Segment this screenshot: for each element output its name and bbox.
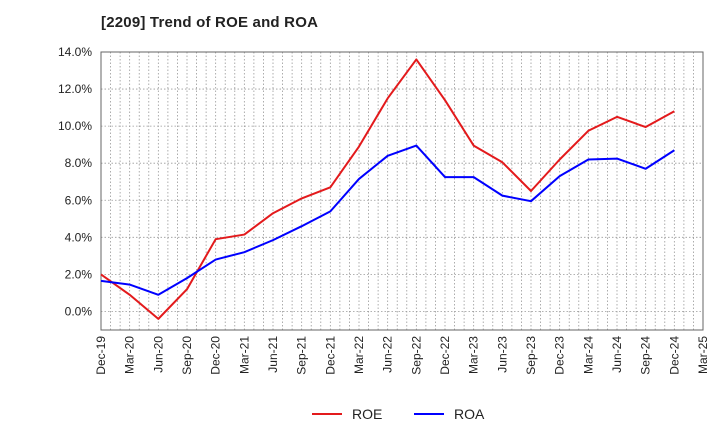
x-tick-label: Mar-24: [581, 336, 595, 374]
x-tick-label: Sep-20: [180, 336, 194, 375]
x-tick-label: Dec-23: [553, 336, 567, 375]
x-tick-label: Jun-21: [266, 336, 280, 373]
y-tick-label: 4.0%: [65, 230, 93, 244]
y-axis-tick-labels: 14.0% 12.0% 10.0% 8.0% 6.0% 4.0% 2.0% 0.0%: [58, 45, 92, 318]
x-tick-label: Dec-24: [667, 336, 681, 375]
y-tick-label: 2.0%: [65, 267, 93, 281]
series-line-roa: [100, 144, 675, 296]
legend: ROE ROA: [312, 406, 485, 422]
y-tick-label: 8.0%: [65, 156, 93, 170]
x-tick-label: Sep-23: [524, 336, 538, 375]
chart-title: [2209] Trend of ROE and ROA: [101, 14, 319, 31]
x-tick-label: Mar-25: [696, 336, 710, 374]
x-tick-label: Mar-20: [123, 336, 137, 374]
x-tick-label: Sep-22: [409, 336, 423, 375]
x-tick-label: Sep-21: [295, 336, 309, 375]
x-axis-tick-labels: Dec-19 Mar-20 Jun-20 Sep-20 Dec-20 Mar-21 Jun-…: [94, 336, 710, 375]
x-tick-label: Mar-23: [467, 336, 481, 374]
legend-label-roe: ROE: [352, 406, 382, 422]
horizontal-gridlines: [101, 51, 703, 312]
vertical-gridlines: [110, 52, 694, 330]
x-tick-label: Dec-19: [94, 336, 108, 375]
x-tick-label: Jun-22: [381, 336, 395, 373]
x-tick-label: Jun-23: [495, 336, 509, 373]
legend-label-roa: ROA: [454, 406, 485, 422]
x-tick-label: Mar-21: [237, 336, 251, 374]
y-tick-label: 0.0%: [65, 304, 93, 318]
x-tick-label: Dec-22: [438, 336, 452, 375]
y-tick-label: 12.0%: [58, 82, 92, 96]
x-tick-label: Jun-20: [151, 336, 165, 373]
y-tick-label: 14.0%: [58, 45, 92, 59]
plot-area-frame: [100, 51, 704, 331]
series-lines: [100, 58, 675, 320]
y-tick-label: 6.0%: [65, 193, 93, 207]
x-tick-label: Dec-21: [323, 336, 337, 375]
x-tick-label: Jun-24: [610, 336, 624, 373]
y-tick-label: 10.0%: [58, 119, 92, 133]
x-tick-label: Dec-20: [209, 336, 223, 375]
x-tick-label: Mar-22: [352, 336, 366, 374]
x-tick-label: Sep-24: [639, 336, 653, 375]
